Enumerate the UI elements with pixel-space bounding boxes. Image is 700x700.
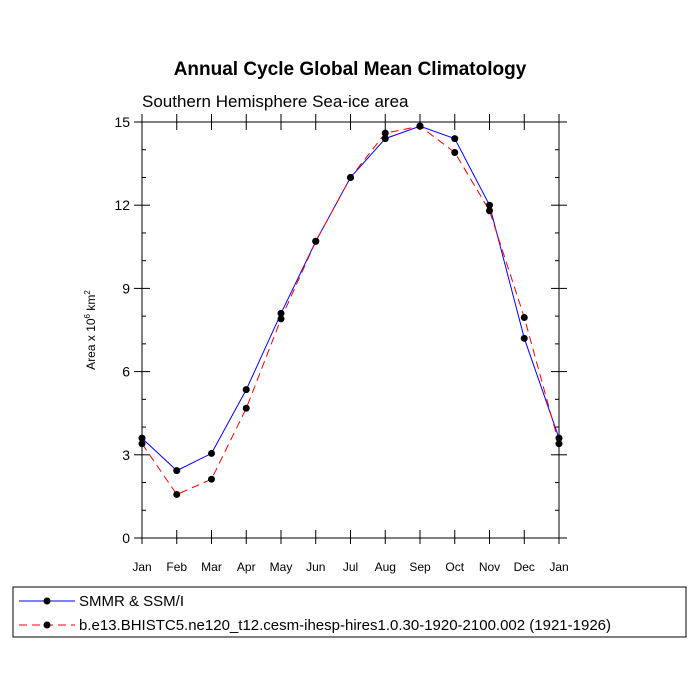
x-tick-label: Jan bbox=[132, 560, 151, 574]
x-tick-label: Jul bbox=[343, 560, 358, 574]
data-point-series-0 bbox=[277, 309, 285, 317]
data-point-series-0 bbox=[242, 386, 250, 394]
chart-title: Annual Cycle Global Mean Climatology bbox=[174, 59, 527, 80]
data-point-series-0 bbox=[555, 434, 563, 442]
y-tick-label: 12 bbox=[114, 197, 130, 213]
data-point-series-1 bbox=[486, 207, 493, 215]
y-tick-label: 0 bbox=[122, 530, 130, 546]
x-tick-label: Mar bbox=[201, 560, 222, 574]
data-point-series-1 bbox=[381, 129, 389, 137]
data-point-series-1 bbox=[520, 314, 528, 322]
data-point-series-1 bbox=[416, 122, 424, 130]
x-tick-label: Jun bbox=[306, 560, 325, 574]
data-point-series-1 bbox=[555, 440, 563, 448]
x-tick-label: Dec bbox=[514, 560, 535, 574]
data-point-series-0 bbox=[173, 467, 181, 475]
legend-marker-model bbox=[43, 621, 51, 629]
legend-marker-smmr bbox=[43, 597, 51, 605]
data-point-series-1 bbox=[277, 315, 285, 323]
y-tick-label: 6 bbox=[122, 364, 130, 380]
data-point-series-1 bbox=[173, 490, 181, 498]
data-point-series-1 bbox=[312, 237, 320, 245]
x-tick-label: Aug bbox=[375, 560, 396, 574]
legend-label-model: b.e13.BHISTC5.ne120_t12.cesm-ihesp-hires… bbox=[79, 617, 611, 634]
plot-frame bbox=[141, 121, 560, 539]
chart-subtitle: Southern Hemisphere Sea-ice area bbox=[142, 92, 409, 111]
data-point-series-0 bbox=[381, 135, 389, 143]
x-tick-label: Jan bbox=[549, 560, 568, 574]
x-tick-label: Sep bbox=[409, 560, 431, 574]
data-point-series-0 bbox=[208, 449, 215, 457]
axis-ticks: 0 3 6 9 12 15 Jan Feb Mar Apr May Jun Jul Aug Sep Oct No… bbox=[114, 114, 569, 574]
data-point-series-1 bbox=[451, 149, 459, 157]
data-point-series-1 bbox=[242, 404, 250, 412]
series-layer bbox=[138, 122, 563, 498]
x-tick-label: Oct bbox=[445, 560, 464, 574]
data-point-series-1 bbox=[208, 475, 215, 483]
legend-label-smmr: SMMR & SSM/I bbox=[79, 593, 184, 610]
series-line-1 bbox=[141, 125, 560, 496]
data-point-series-1 bbox=[347, 173, 354, 181]
x-tick-label: Apr bbox=[237, 560, 256, 574]
y-tick-label: 9 bbox=[122, 280, 130, 296]
x-tick-label: Nov bbox=[479, 560, 500, 574]
data-point-series-0 bbox=[138, 434, 146, 442]
y-tick-label: 15 bbox=[114, 114, 130, 130]
y-axis-label: Area x 106 km2 bbox=[83, 290, 98, 370]
data-point-series-0 bbox=[520, 334, 528, 342]
data-point-series-0 bbox=[451, 135, 459, 143]
data-point-series-1 bbox=[138, 440, 146, 448]
data-point-series-0 bbox=[486, 201, 493, 209]
x-tick-label: May bbox=[270, 560, 293, 574]
legend-item-model: b.e13.BHISTC5.ne120_t12.cesm-ihesp-hires… bbox=[19, 617, 611, 634]
legend-item-smmr: SMMR & SSM/I bbox=[19, 593, 184, 610]
legend-box bbox=[12, 586, 687, 638]
y-tick-label: 3 bbox=[122, 447, 130, 463]
x-tick-label: Feb bbox=[166, 560, 187, 574]
